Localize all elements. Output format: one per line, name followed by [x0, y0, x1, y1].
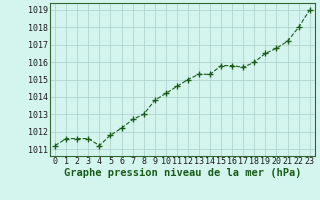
X-axis label: Graphe pression niveau de la mer (hPa): Graphe pression niveau de la mer (hPa) [64, 168, 301, 178]
